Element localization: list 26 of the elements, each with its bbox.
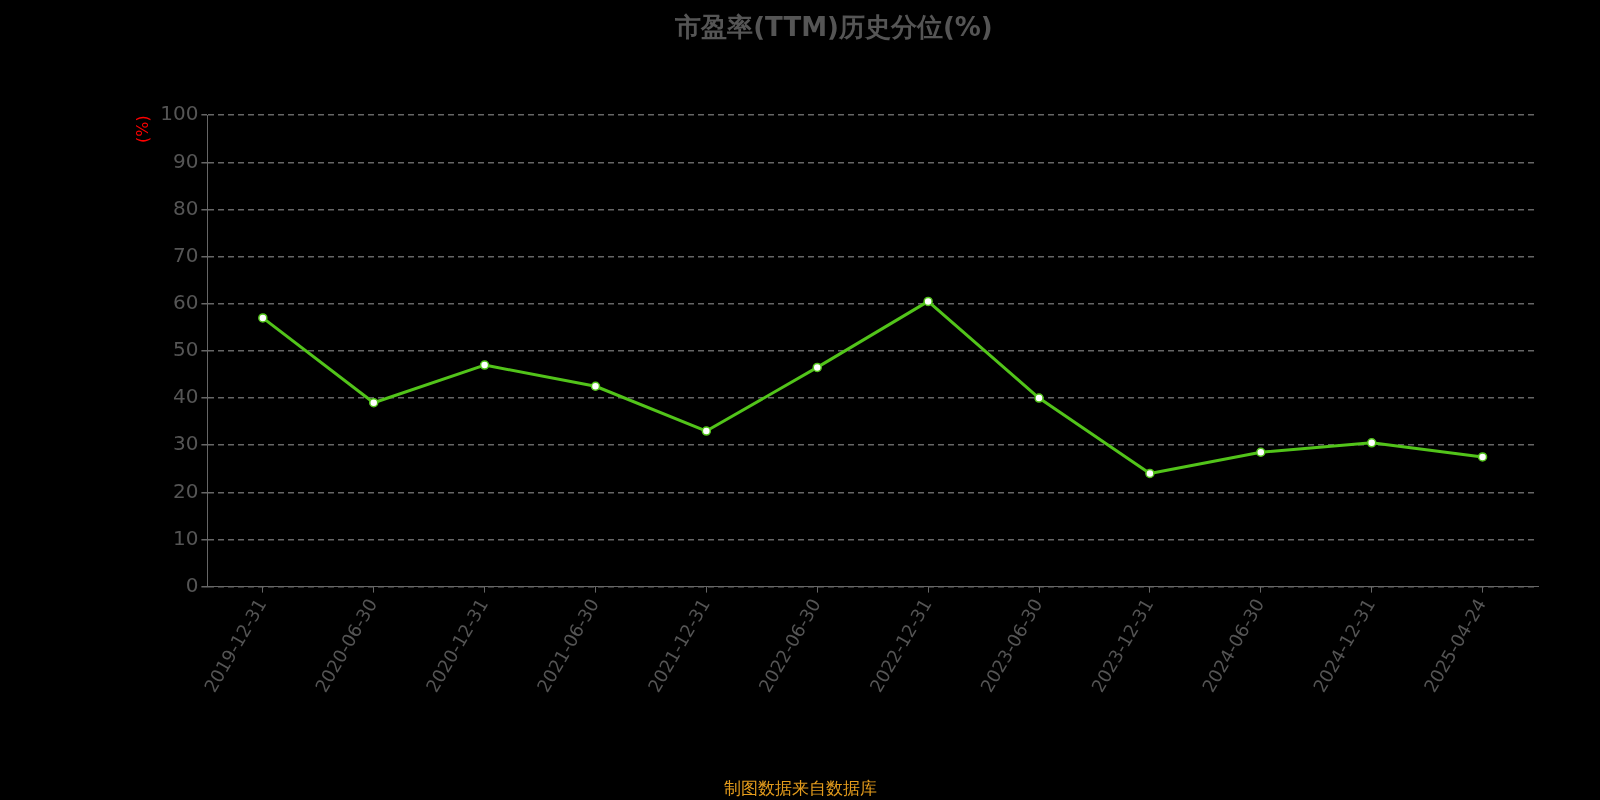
point: [479, 360, 490, 370]
point: [1366, 438, 1377, 448]
point: [812, 362, 822, 373]
y-tick-label: 100: [160, 101, 199, 126]
y-tick-label: 40: [172, 384, 199, 409]
point: [701, 426, 712, 436]
point: [590, 381, 601, 392]
point: [1256, 447, 1266, 458]
point: [1145, 468, 1155, 479]
point: [1034, 393, 1044, 403]
y-tick-label: 60: [172, 289, 199, 314]
point: [923, 296, 933, 307]
y-tick-label: 10: [172, 525, 199, 550]
y-tick-label: 70: [172, 242, 199, 267]
chart-title: 市盈率(TTM)历史分位(%): [674, 12, 993, 43]
y-tick-label: 30: [172, 431, 199, 456]
y-tick-label: 20: [172, 478, 199, 503]
y-tick-label: 80: [172, 195, 199, 220]
text: 制图数据来自数据库: [723, 777, 877, 798]
point: [368, 398, 379, 408]
point: [1477, 452, 1488, 462]
y-tick-label: 50: [172, 337, 199, 362]
point: [258, 313, 268, 323]
y-tick-label: 90: [172, 148, 199, 173]
y-axis-title: (%): [132, 115, 152, 143]
y-tick-label: 0: [185, 572, 199, 597]
